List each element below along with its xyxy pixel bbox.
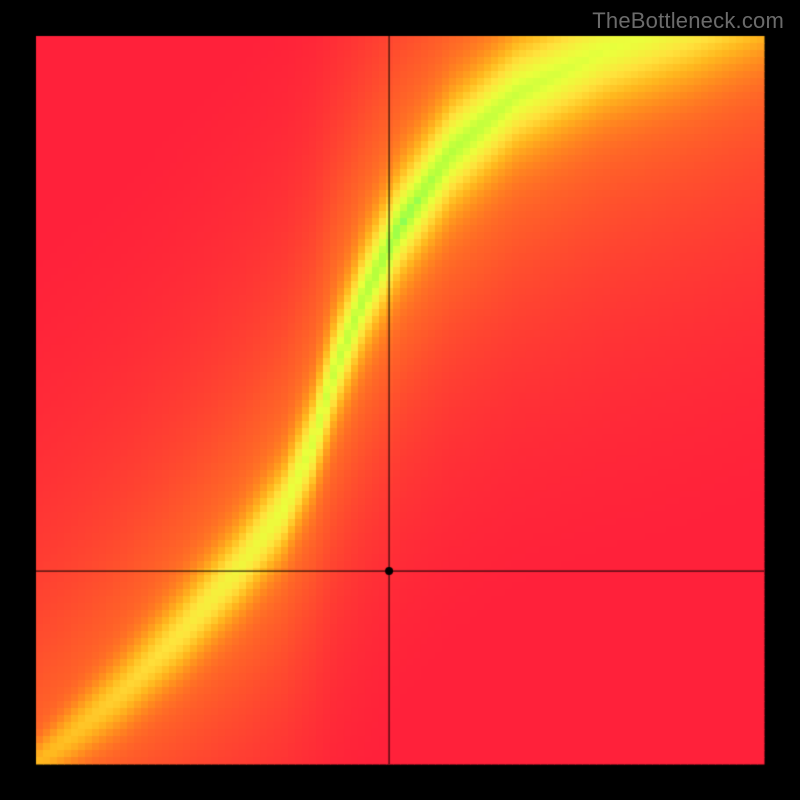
bottleneck-heatmap — [0, 0, 800, 800]
watermark-text: TheBottleneck.com — [592, 8, 784, 34]
